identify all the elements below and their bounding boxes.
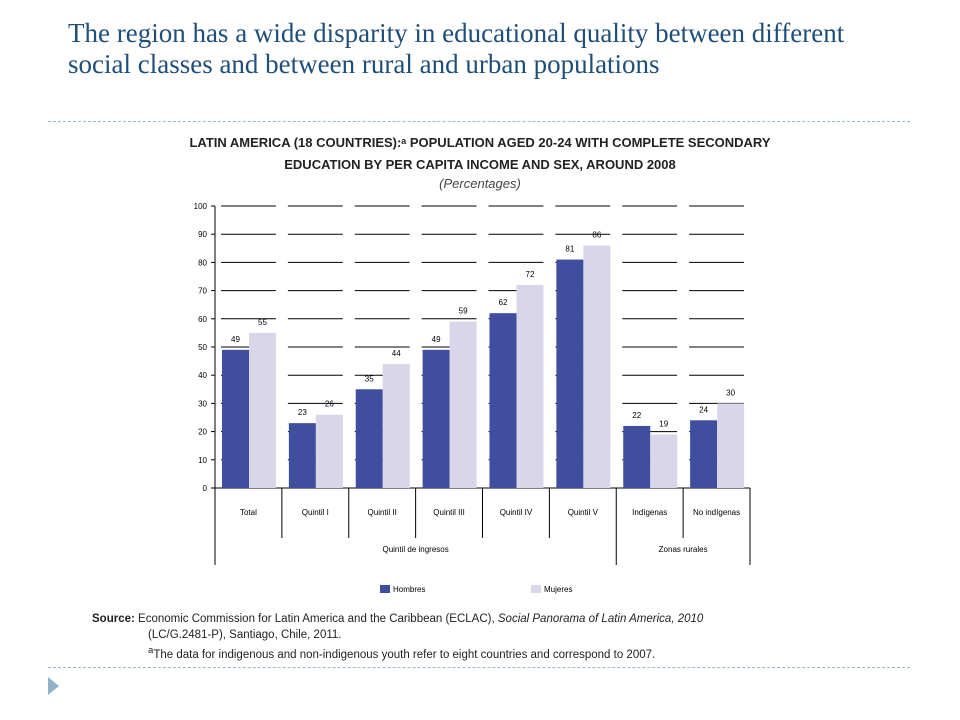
data-label: 44	[392, 349, 401, 358]
data-label: 62	[499, 298, 508, 307]
category-label: Indígenas	[632, 508, 667, 517]
data-label: 55	[258, 318, 267, 327]
source-label: Source:	[92, 613, 135, 625]
data-label: 59	[459, 307, 468, 316]
data-label: 30	[726, 388, 735, 397]
source-note: Source: Economic Commission for Latin Am…	[92, 611, 912, 663]
group-label: Quintil de ingresos	[382, 545, 448, 554]
chart-title: LATIN AMERICA (18 COUNTRIES):ᵃ POPULATIO…	[120, 132, 840, 176]
bar-hombres	[355, 389, 383, 488]
y-tick-label: 20	[198, 428, 207, 437]
group-label: Zonas rurales	[659, 545, 708, 554]
category-label: Quintil III	[433, 508, 465, 517]
category-label: Quintil II	[368, 508, 397, 517]
bar-mujeres	[650, 434, 678, 488]
bar-hombres	[288, 423, 316, 488]
legend-swatch	[531, 585, 541, 593]
data-label: 72	[526, 270, 535, 279]
title-divider	[48, 121, 910, 122]
bar-mujeres	[249, 332, 276, 488]
y-tick-label: 80	[198, 258, 207, 267]
bar-mujeres	[717, 403, 745, 488]
data-label: 86	[592, 230, 601, 239]
data-label: 23	[298, 408, 307, 417]
y-tick-label: 0	[203, 484, 208, 493]
data-label: 49	[231, 335, 240, 344]
chart-title-line-2: EDUCATION BY PER CAPITA INCOME AND SEX, …	[284, 157, 676, 172]
category-label: Total	[240, 508, 257, 517]
legend-swatch	[380, 585, 390, 593]
y-tick-label: 10	[198, 456, 207, 465]
slide-title: The region has a wide disparity in educa…	[68, 18, 845, 79]
bar-mujeres	[382, 363, 410, 488]
bullet-arrow-icon	[48, 677, 59, 695]
bar-hombres	[623, 425, 651, 488]
bar-mujeres	[315, 414, 343, 488]
footnote-mark: a	[148, 645, 154, 656]
chart-title-line-1: LATIN AMERICA (18 COUNTRIES):ᵃ POPULATIO…	[189, 135, 771, 150]
data-label: 19	[659, 419, 668, 428]
footer-divider	[48, 667, 910, 668]
bar-hombres	[422, 349, 450, 488]
data-label: 22	[632, 411, 641, 420]
y-tick-label: 90	[198, 230, 207, 239]
y-tick-label: 70	[198, 287, 207, 296]
bar-hombres	[222, 349, 249, 488]
data-label: 81	[565, 245, 574, 254]
bar-mujeres	[449, 321, 477, 488]
data-label: 24	[699, 405, 708, 414]
data-label: 26	[325, 400, 334, 409]
y-tick-label: 50	[198, 343, 207, 352]
y-tick-label: 100	[194, 202, 208, 211]
y-tick-label: 30	[198, 399, 207, 408]
data-label: 49	[432, 335, 441, 344]
source-publication: Social Panorama of Latin America, 2010	[497, 613, 704, 625]
category-label: Quintil I	[302, 508, 329, 517]
bar-hombres	[489, 313, 517, 488]
bar-hombres	[690, 420, 718, 488]
legend-label: Mujeres	[544, 585, 572, 594]
bar-mujeres	[583, 245, 611, 488]
source-text-1: Economic Commission for Latin America an…	[134, 613, 498, 625]
legend-label: Hombres	[393, 585, 425, 594]
footnote-text: The data for indigenous and non-indigeno…	[153, 648, 656, 661]
bar-mujeres	[516, 284, 544, 488]
data-label: 35	[365, 374, 374, 383]
category-label: Quintil IV	[500, 508, 533, 517]
bar-hombres	[556, 259, 584, 488]
chart-subtitle: (Percentages)	[439, 176, 521, 191]
category-label: Quintil V	[568, 508, 599, 517]
y-tick-label: 40	[198, 371, 207, 380]
y-tick-label: 60	[198, 315, 207, 324]
category-label: No indígenas	[693, 508, 740, 517]
source-text-2: (LC/G.2481-P), Santiago, Chile, 2011.	[148, 629, 342, 641]
